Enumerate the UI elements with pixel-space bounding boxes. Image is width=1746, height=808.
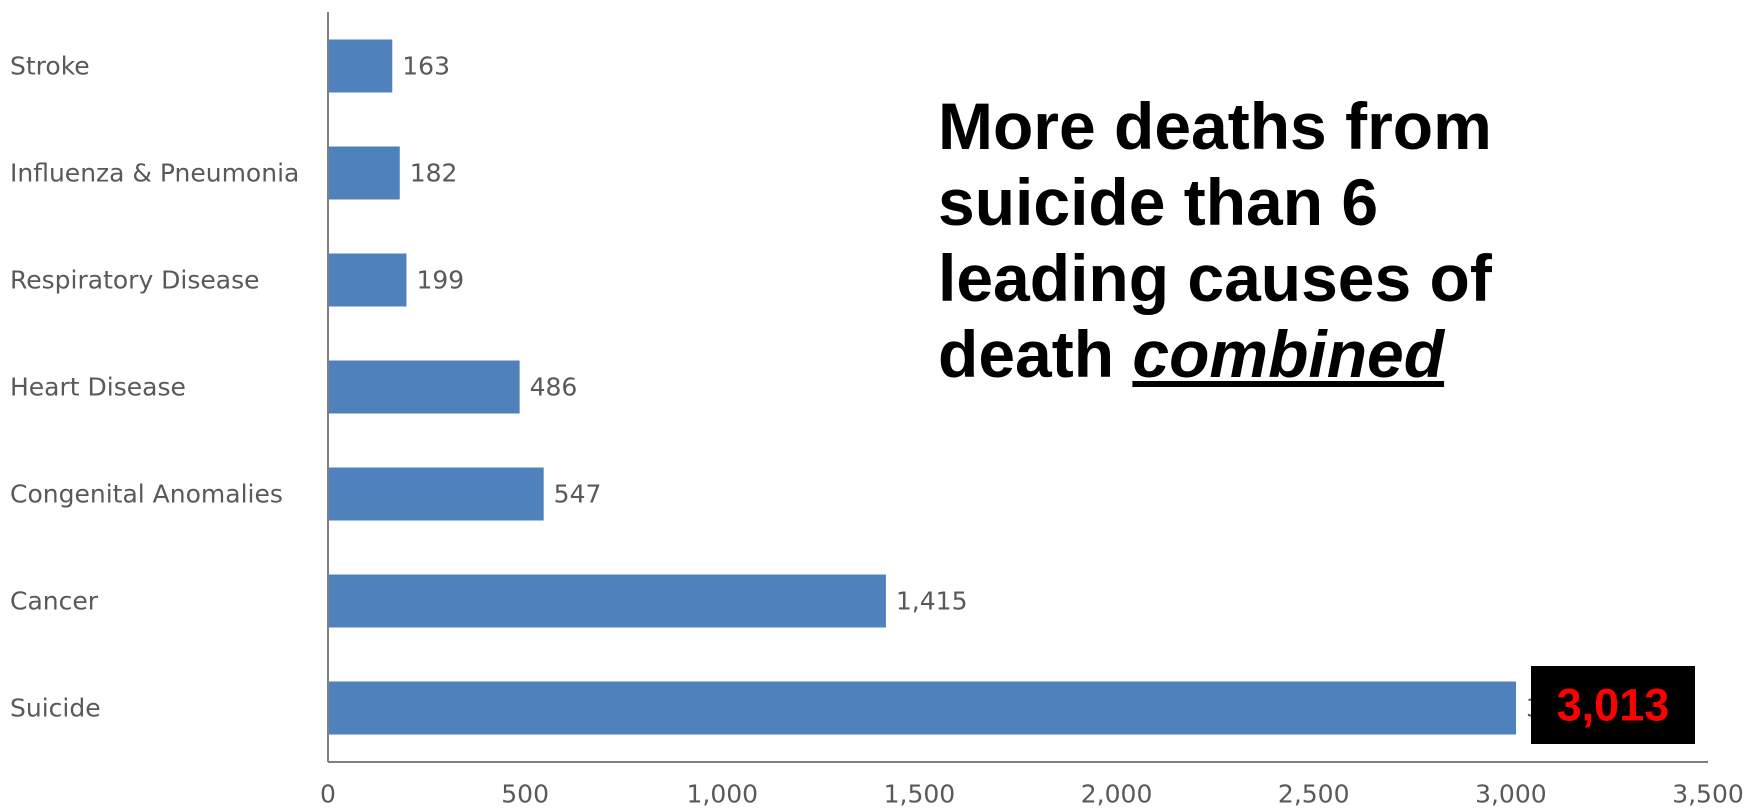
category-label-heart-disease: Heart Disease [10,373,186,402]
category-label-respiratory-disease: Respiratory Disease [10,266,260,295]
bar-congenital-anomalies [328,467,544,521]
x-tick-label: 2,500 [1278,780,1350,808]
callout-value: 3,013 [1557,680,1670,731]
annotation-line-1: More deaths from [938,89,1492,163]
x-tick-label: 1,500 [884,780,956,808]
bar-respiratory-disease [328,253,407,307]
category-label-congenital-anomalies: Congenital Anomalies [10,480,283,509]
annotation-line-2: suicide than 6 [938,165,1379,239]
value-callout: 3,013 [1530,666,1695,744]
category-labels-group: Stroke Influenza & Pneumonia Respiratory D… [10,52,299,723]
category-label-stroke: Stroke [10,52,90,81]
x-tick-label: 0 [320,780,336,808]
data-label-cancer: 1,415 [896,587,968,616]
x-tick-label: 3,500 [1672,780,1744,808]
x-tick-labels-group: 0 500 1,000 1,500 2,000 2,500 3,000 3,500 [320,780,1744,808]
data-label-congenital-anomalies: 547 [554,480,602,509]
callout-background [1530,666,1695,744]
annotation-emphasis: combined [1132,317,1445,391]
x-tick-label: 500 [501,780,549,808]
category-label-cancer: Cancer [10,587,99,616]
x-tick-label: 3,000 [1475,780,1547,808]
x-tick-label: 1,000 [686,780,758,808]
category-label-influenza-pneumonia: Influenza & Pneumonia [10,159,299,188]
data-label-influenza-pneumonia: 182 [410,159,458,188]
data-label-stroke: 163 [402,52,450,81]
annotation-line-3: leading causes of [938,241,1492,315]
data-label-respiratory-disease: 199 [416,266,464,295]
category-label-suicide: Suicide [10,694,101,723]
data-label-heart-disease: 486 [530,373,578,402]
bar-stroke [328,39,393,93]
bar-influenza-pneumonia [328,146,400,200]
annotation-text: More deaths from suicide than 6 leading ca… [938,88,1578,392]
bar-suicide [328,681,1516,735]
bar-cancer [328,574,886,628]
x-tick-label: 2,000 [1081,780,1153,808]
annotation-line-4-prefix: death [938,317,1133,391]
bar-heart-disease [328,360,520,414]
bars-group [328,39,1516,735]
